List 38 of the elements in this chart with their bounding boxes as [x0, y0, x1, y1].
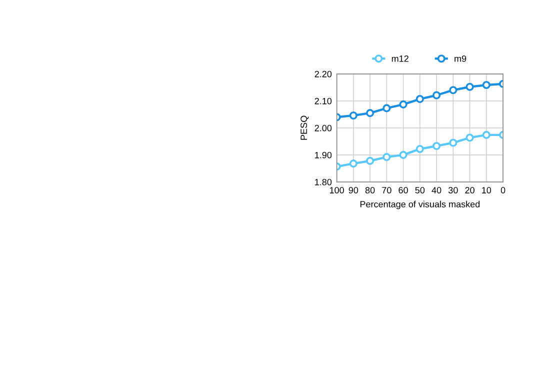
x-tick-label: 100: [330, 187, 344, 194]
point: [399, 150, 408, 159]
point: [482, 130, 490, 139]
point: [466, 134, 474, 142]
point: [432, 91, 441, 100]
legend-label: m9: [454, 55, 466, 62]
x-tick-label: 0: [500, 187, 506, 194]
point: [382, 153, 391, 162]
point: [449, 86, 458, 94]
point: [466, 82, 474, 91]
y-tick-label: 1.80: [315, 178, 332, 186]
legend-label: m12: [392, 55, 408, 62]
y-axis-title: PESQ: [300, 116, 309, 140]
y-tick-label: 1.90: [315, 152, 332, 158]
point: [482, 80, 490, 90]
point: [399, 100, 408, 108]
y-tick-label: 2.20: [314, 70, 332, 78]
point: [366, 109, 374, 118]
x-axis-title: Percentage of visuals masked: [360, 200, 480, 210]
point: [416, 144, 424, 154]
point: [366, 156, 374, 165]
x-tick-label: 50: [415, 187, 425, 194]
point: [432, 142, 441, 150]
y-tick-label: 2.00: [314, 124, 332, 132]
point: [449, 138, 458, 147]
y-tick-label: 2.10: [314, 98, 332, 104]
x-tick-label: 30: [448, 187, 458, 194]
x-tick-label: 40: [432, 187, 442, 194]
x-tick-label: 70: [382, 187, 392, 194]
point: [349, 111, 358, 120]
point: [382, 104, 391, 112]
x-tick-label: 80: [365, 187, 375, 194]
point: [349, 160, 358, 168]
x-tick-label: 90: [348, 187, 358, 194]
x-tick-label: 10: [482, 187, 492, 194]
x-tick-label: 60: [398, 187, 408, 194]
x-tick-label: 20: [465, 187, 474, 194]
point: [416, 95, 424, 104]
